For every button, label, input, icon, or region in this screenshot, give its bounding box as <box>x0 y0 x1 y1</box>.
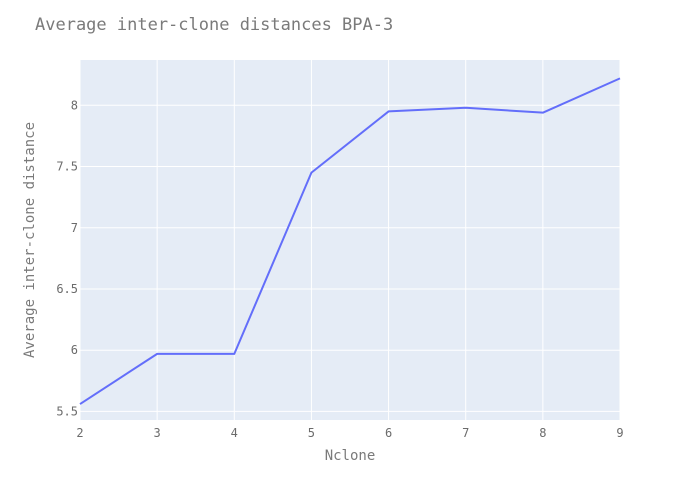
x-axis-title: Nclone <box>325 448 376 464</box>
series-line <box>79 77 621 405</box>
x-tick-label: 3 <box>154 426 161 440</box>
y-tick-label: 8 <box>71 98 78 112</box>
x-tick-label: 6 <box>385 426 392 440</box>
y-tick-label: 6 <box>71 343 78 357</box>
x-tick-label: 2 <box>76 426 83 440</box>
x-tick-label: 8 <box>539 426 546 440</box>
y-axis-title: Average inter-clone distance <box>22 122 38 358</box>
y-tick-label: 7.5 <box>56 160 78 174</box>
x-axis-ticks: 2 3 4 5 6 7 8 9 <box>76 426 623 440</box>
plot-area <box>80 60 620 420</box>
y-axis-ticks: 5.5 6 6.5 7 7.5 8 <box>56 98 78 418</box>
y-tick-label: 5.5 <box>56 404 78 418</box>
x-tick-label: 9 <box>616 426 623 440</box>
y-tick-label: 7 <box>71 221 78 235</box>
x-gridlines <box>79 60 621 420</box>
x-tick-label: 5 <box>308 426 315 440</box>
y-tick-label: 6.5 <box>56 282 78 296</box>
chart-title: Average inter-clone distances BPA-3 <box>35 15 393 35</box>
x-tick-label: 7 <box>462 426 469 440</box>
y-gridlines <box>80 104 620 412</box>
x-tick-label: 4 <box>231 426 238 440</box>
